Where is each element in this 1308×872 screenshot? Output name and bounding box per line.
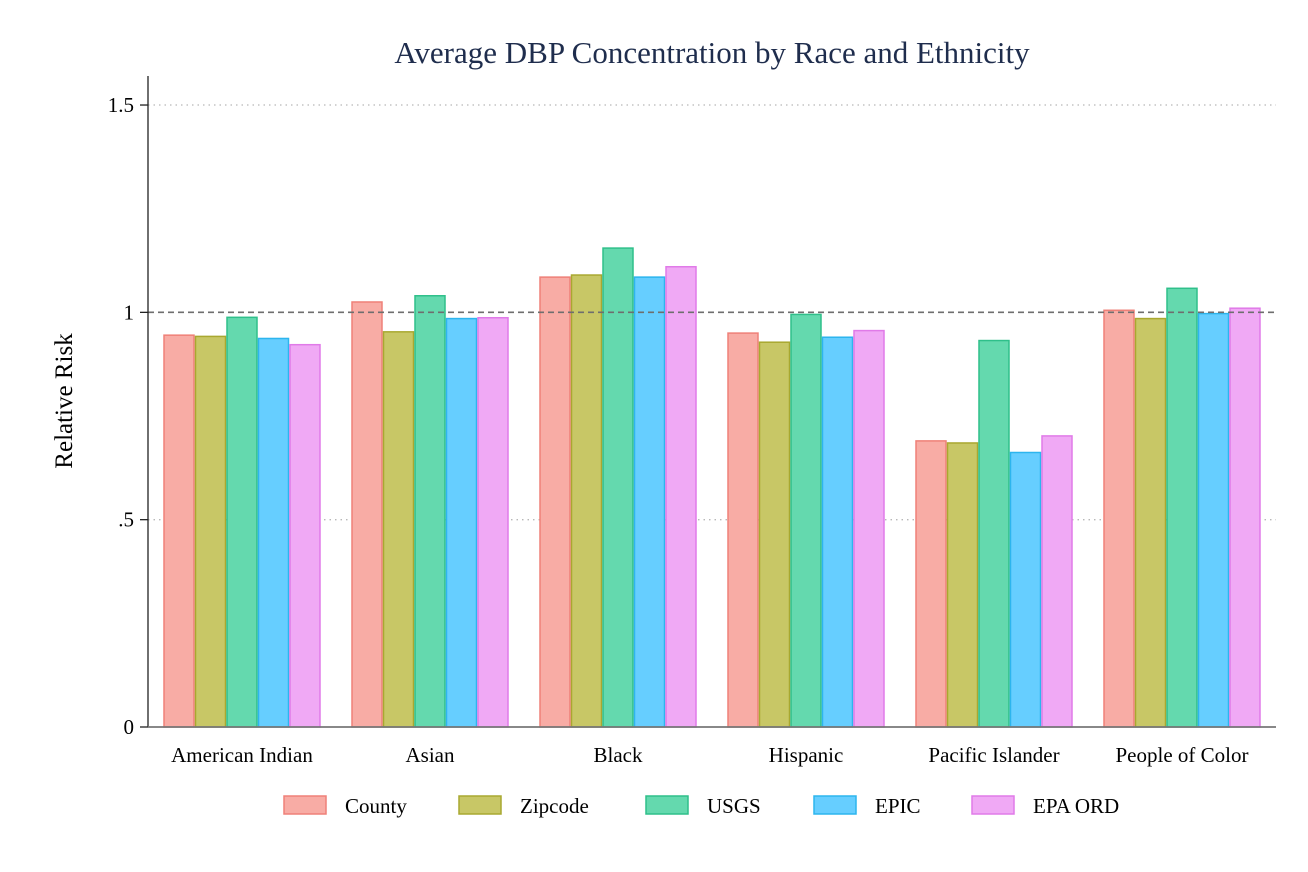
legend-swatch-usgs (645, 795, 689, 815)
y-tick-label-0: 0 (124, 715, 135, 739)
bar-epic-0 (257, 337, 290, 728)
x-tick-label-3: Hispanic (769, 743, 844, 767)
bar-usgs-2 (602, 247, 634, 728)
legend-swatch-county (283, 795, 327, 815)
bar-county-5 (1103, 309, 1135, 728)
bar-epic-4 (1009, 451, 1042, 728)
bar-epic-1 (445, 317, 478, 728)
bar-county-2 (539, 276, 571, 728)
bar-zipcode-5 (1134, 317, 1167, 728)
bar-epa-ord-4 (1041, 435, 1073, 728)
legend-label-epic: EPIC (875, 794, 921, 818)
bar-epa-ord-3 (853, 329, 885, 728)
bar-county-3 (727, 332, 759, 728)
x-tick-label-5: People of Color (1116, 743, 1249, 767)
x-tick-label-2: Black (594, 743, 643, 767)
bar-usgs-0 (226, 316, 258, 728)
bar-epic-5 (1197, 312, 1230, 728)
bar-zipcode-1 (382, 331, 415, 728)
bar-usgs-3 (790, 313, 822, 728)
legend-label-epa-ord: EPA ORD (1033, 794, 1119, 818)
legend-swatch-epa-ord (971, 795, 1015, 815)
legend: County Zipcode USGS EPIC EPA ORD (283, 794, 1119, 818)
x-tick-label-0: American Indian (171, 743, 313, 767)
bar-epic-3 (821, 336, 854, 728)
bar-epic-2 (633, 276, 666, 728)
bar-epa-ord-1 (477, 316, 509, 728)
gridlines (148, 104, 1276, 521)
bar-zipcode-4 (946, 442, 979, 728)
bar-zipcode-3 (758, 341, 791, 728)
x-tick-label-1: Asian (406, 743, 455, 767)
y-tick-label-3: 1.5 (108, 93, 134, 117)
legend-label-county: County (345, 794, 407, 818)
legend-label-usgs: USGS (707, 794, 761, 818)
bar-usgs-4 (978, 339, 1010, 728)
legend-label-zipcode: Zipcode (520, 794, 589, 818)
bar-epa-ord-0 (289, 343, 321, 728)
y-tick-label-1: .5 (118, 508, 134, 532)
chart-title: Average DBP Concentration by Race and Et… (394, 35, 1030, 70)
legend-swatch-epic (813, 795, 857, 815)
bar-usgs-1 (414, 295, 446, 728)
bar-zipcode-0 (194, 335, 227, 728)
bar-county-1 (351, 301, 383, 728)
y-axis-label: Relative Risk (51, 333, 78, 469)
bars (163, 247, 1261, 728)
bar-epa-ord-5 (1229, 307, 1261, 728)
bar-zipcode-2 (570, 274, 603, 728)
bar-county-0 (163, 334, 195, 728)
x-ticks: American Indian Asian Black Hispanic Pacific… (171, 743, 1248, 767)
bar-usgs-5 (1166, 287, 1198, 728)
y-ticks: 0 .5 1 1.5 (108, 93, 148, 739)
bar-epa-ord-2 (665, 265, 697, 728)
legend-swatch-zipcode (458, 795, 502, 815)
x-tick-label-4: Pacific Islander (928, 743, 1059, 767)
bar-county-4 (915, 440, 947, 728)
axes (147, 76, 1276, 728)
y-tick-label-2: 1 (124, 300, 135, 324)
